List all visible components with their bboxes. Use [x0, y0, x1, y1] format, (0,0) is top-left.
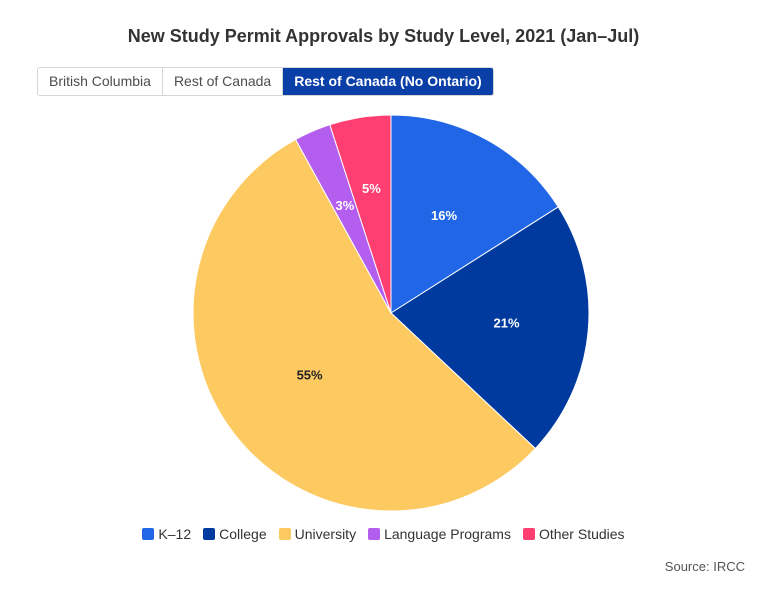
legend-label-k12: K–12 [158, 526, 192, 542]
legend-label-language-programs: Language Programs [384, 526, 511, 542]
legend-item-other-studies[interactable]: Other Studies [522, 526, 625, 542]
source-note: Source: IRCC [664, 559, 745, 574]
pie-slice-other-studies[interactable] [329, 114, 392, 314]
pie-slice-university[interactable] [192, 138, 537, 512]
legend-swatch-university [278, 528, 291, 540]
legend-item-college[interactable]: College [203, 526, 267, 542]
legend-swatch-other-studies [522, 528, 535, 540]
pie-label-k-12: 16% [431, 208, 457, 223]
legend-label-college: College [219, 526, 267, 542]
chart-title: New Study Permit Approvals by Study Leve… [127, 26, 640, 46]
legend-swatch-k12 [142, 528, 155, 540]
pie-label-college: 21% [493, 315, 519, 330]
legend-label-university: University [294, 526, 357, 542]
legend-item-language-programs[interactable]: Language Programs [368, 526, 511, 542]
tab-rest-of-canada[interactable]: Rest of Canada [162, 68, 284, 95]
pie-label-language-programs: 3% [336, 198, 355, 213]
pie-label-other-studies: 5% [362, 181, 381, 196]
legend-item-k12[interactable]: K–12 [142, 526, 191, 542]
tab-rest-of-canada-no-ontario[interactable]: Rest of Canada (No Ontario) [283, 68, 493, 95]
pie-slice-k-12[interactable] [390, 114, 559, 314]
legend: K–12 College University Language Program… [0, 526, 767, 542]
region-tabs: British Columbia Rest of Canada Rest of … [37, 67, 494, 96]
legend-swatch-college [203, 528, 216, 540]
legend-swatch-language-programs [368, 528, 381, 540]
tab-british-columbia[interactable]: British Columbia [38, 68, 163, 95]
legend-item-university[interactable]: University [278, 526, 357, 542]
pie-label-university: 55% [297, 368, 323, 383]
pie-slice-college[interactable] [390, 206, 590, 450]
legend-label-other-studies: Other Studies [538, 526, 625, 542]
